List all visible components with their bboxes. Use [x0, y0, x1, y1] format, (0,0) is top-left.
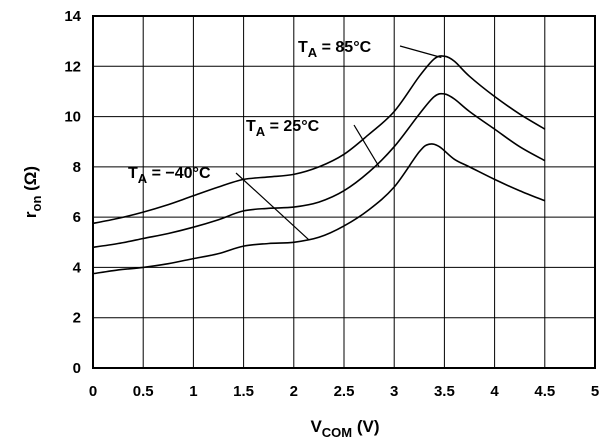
annotation-minus40c-label: TA = −40°C — [128, 165, 211, 186]
series-line-85c — [92, 55, 546, 225]
x-tick-label: 3 — [390, 383, 398, 400]
x-tick-label: 0.5 — [133, 383, 154, 400]
y-tick-label: 12 — [64, 58, 81, 75]
annotation-minus40c-leader — [235, 172, 310, 241]
x-axis-label: VCOM (V) — [310, 417, 379, 440]
grid-lines — [92, 15, 596, 369]
annotation-85c-leader — [399, 45, 442, 59]
annotation-85c-label: TA = 85°C — [298, 39, 372, 60]
x-tick-label: 2.5 — [334, 383, 355, 400]
series-annotations: TA = 85°C TA = 25°C TA = −40°C — [128, 39, 442, 241]
x-tick-label: 3.5 — [434, 383, 455, 400]
x-tick-labels: 0 0.5 1 1.5 2 2.5 3 3.5 4 4.5 5 — [89, 383, 599, 400]
x-tick-label: 4.5 — [534, 383, 555, 400]
y-tick-label: 14 — [64, 8, 81, 25]
series-line-minus40c — [92, 143, 546, 275]
x-tick-label: 1 — [189, 383, 197, 400]
x-tick-label: 4 — [490, 383, 499, 400]
y-tick-label: 2 — [73, 310, 81, 327]
x-tick-label: 0 — [89, 383, 97, 400]
y-tick-label: 6 — [73, 209, 81, 226]
y-tick-labels: 0 2 4 6 8 10 12 14 — [64, 8, 81, 377]
x-tick-label: 1.5 — [233, 383, 254, 400]
x-tick-label: 2 — [290, 383, 298, 400]
y-axis-label: ron (Ω) — [21, 166, 44, 218]
plot-border — [92, 15, 596, 369]
y-tick-label: 4 — [73, 259, 82, 276]
x-tick-label: 5 — [591, 383, 599, 400]
series-lines — [92, 55, 546, 275]
y-tick-label: 10 — [64, 109, 81, 126]
y-tick-label: 0 — [73, 360, 81, 377]
plot-frame — [92, 15, 596, 369]
y-tick-label: 8 — [73, 159, 81, 176]
series-line-25c — [92, 92, 546, 249]
annotation-25c-label: TA = 25°C — [246, 118, 320, 139]
annotation-25c-leader — [353, 124, 380, 168]
